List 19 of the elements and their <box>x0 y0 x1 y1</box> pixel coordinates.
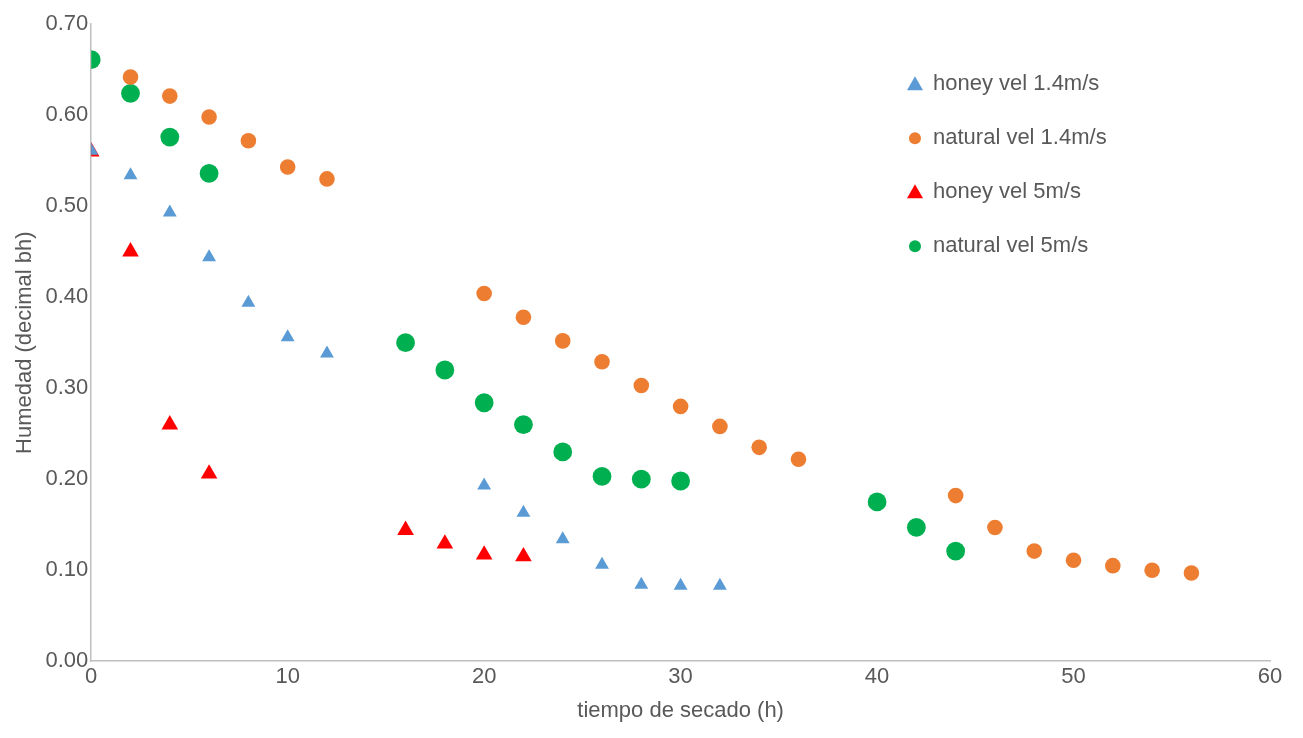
x-tick-label: 60 <box>1257 663 1283 689</box>
legend-label: natural vel 5m/s <box>933 232 1089 258</box>
y-tick-label: 0.40 <box>45 283 89 309</box>
x-tick-label: 10 <box>275 663 300 689</box>
legend-label: honey vel 1.4m/s <box>933 70 1100 96</box>
x-axis-title: tiempo de secado (h) <box>577 696 784 722</box>
y-tick-label: 0.70 <box>45 10 89 36</box>
x-tick-label: 30 <box>668 663 693 689</box>
y-tick-label: 0.10 <box>45 556 89 582</box>
x-tick-label: 40 <box>864 663 890 689</box>
y-tick-label: 0.50 <box>45 192 89 218</box>
y-tick-label: 0.20 <box>45 465 89 491</box>
y-axis-title: Humedad (decimal bh) <box>11 231 37 454</box>
y-tick-label: 0.30 <box>45 374 89 400</box>
x-tick-label: 50 <box>1061 663 1086 689</box>
y-tick-label: 0.60 <box>45 101 89 127</box>
legend-label: natural vel 1.4m/s <box>933 124 1107 150</box>
x-tick-label: 20 <box>471 663 497 689</box>
legend-label: honey vel 5m/s <box>933 178 1081 204</box>
